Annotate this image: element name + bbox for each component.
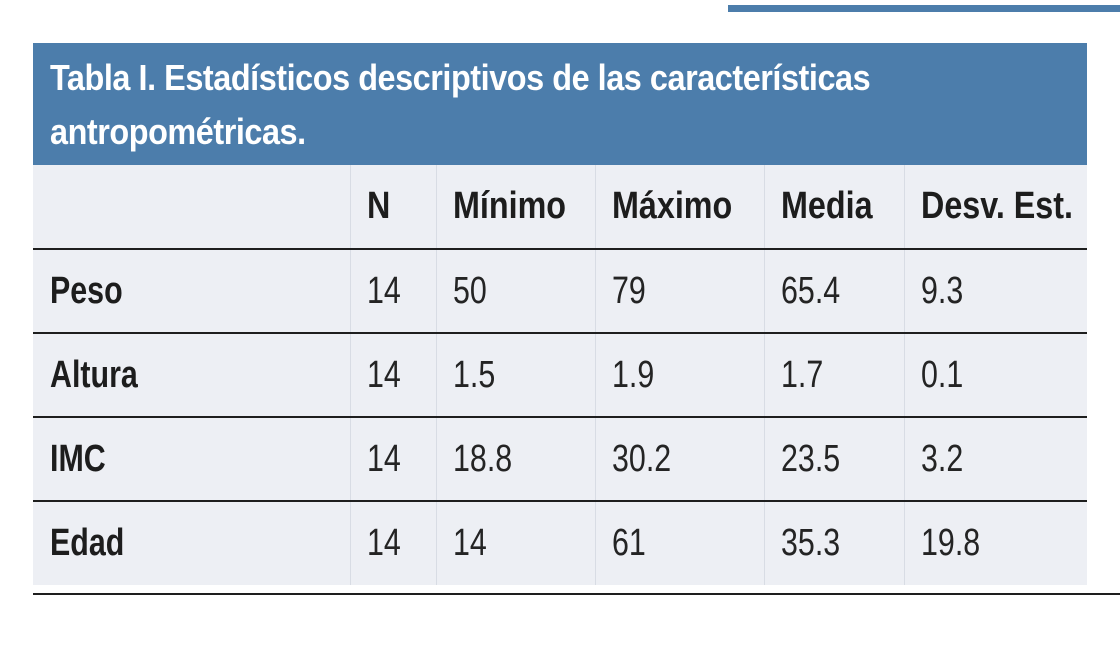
- cell-media: 65.4: [763, 248, 904, 333]
- row-label: IMC: [33, 416, 350, 501]
- cell-media: 23.5: [763, 416, 904, 501]
- cell-minimo: 18.8: [435, 416, 595, 501]
- row-label: Altura: [33, 332, 350, 417]
- table-row-altura: Altura 14 1.5 1.9 1.7 0.1: [33, 332, 1087, 417]
- header-empty: [33, 165, 350, 249]
- descriptive-statistics-table: N Mínimo Máximo Media Desv. Est. Peso 14…: [33, 165, 1087, 585]
- header-maximo: Máximo: [594, 165, 764, 249]
- header-n: N: [349, 165, 436, 249]
- cell-desv-est: 0.1: [903, 332, 1087, 417]
- cell-n: 14: [349, 248, 436, 333]
- cell-n: 14: [349, 332, 436, 417]
- cell-media: 1.7: [763, 332, 904, 417]
- header-minimo: Mínimo: [435, 165, 595, 249]
- row-label: Edad: [33, 500, 350, 585]
- cell-desv-est: 3.2: [903, 416, 1087, 501]
- table-title-line-2: antropométricas.: [50, 111, 306, 152]
- cell-minimo: 14: [435, 500, 595, 585]
- table-title-band: Tabla I. Estadísticos descriptivos de la…: [33, 43, 1087, 165]
- table-bottom-rule: [33, 592, 1120, 595]
- cell-maximo: 61: [594, 500, 764, 585]
- cell-desv-est: 19.8: [903, 500, 1087, 585]
- header-media: Media: [763, 165, 904, 249]
- top-page-rule-remnant: [728, 5, 1120, 12]
- table-title-line-1: Tabla I. Estadísticos descriptivos de la…: [50, 57, 871, 98]
- table-row-imc: IMC 14 18.8 30.2 23.5 3.2: [33, 416, 1087, 501]
- table-row-edad: Edad 14 14 61 35.3 19.8: [33, 500, 1087, 585]
- header-desv-est: Desv. Est.: [903, 165, 1087, 249]
- table-row-peso: Peso 14 50 79 65.4 9.3: [33, 248, 1087, 333]
- statistics-table-card: Tabla I. Estadísticos descriptivos de la…: [33, 43, 1087, 585]
- cell-n: 14: [349, 416, 436, 501]
- cell-n: 14: [349, 500, 436, 585]
- row-label: Peso: [33, 248, 350, 333]
- cell-media: 35.3: [763, 500, 904, 585]
- cell-minimo: 50: [435, 248, 595, 333]
- cell-minimo: 1.5: [435, 332, 595, 417]
- cell-maximo: 30.2: [594, 416, 764, 501]
- cell-maximo: 79: [594, 248, 764, 333]
- header-row: N Mínimo Máximo Media Desv. Est.: [33, 165, 1087, 249]
- cell-maximo: 1.9: [594, 332, 764, 417]
- cell-desv-est: 9.3: [903, 248, 1087, 333]
